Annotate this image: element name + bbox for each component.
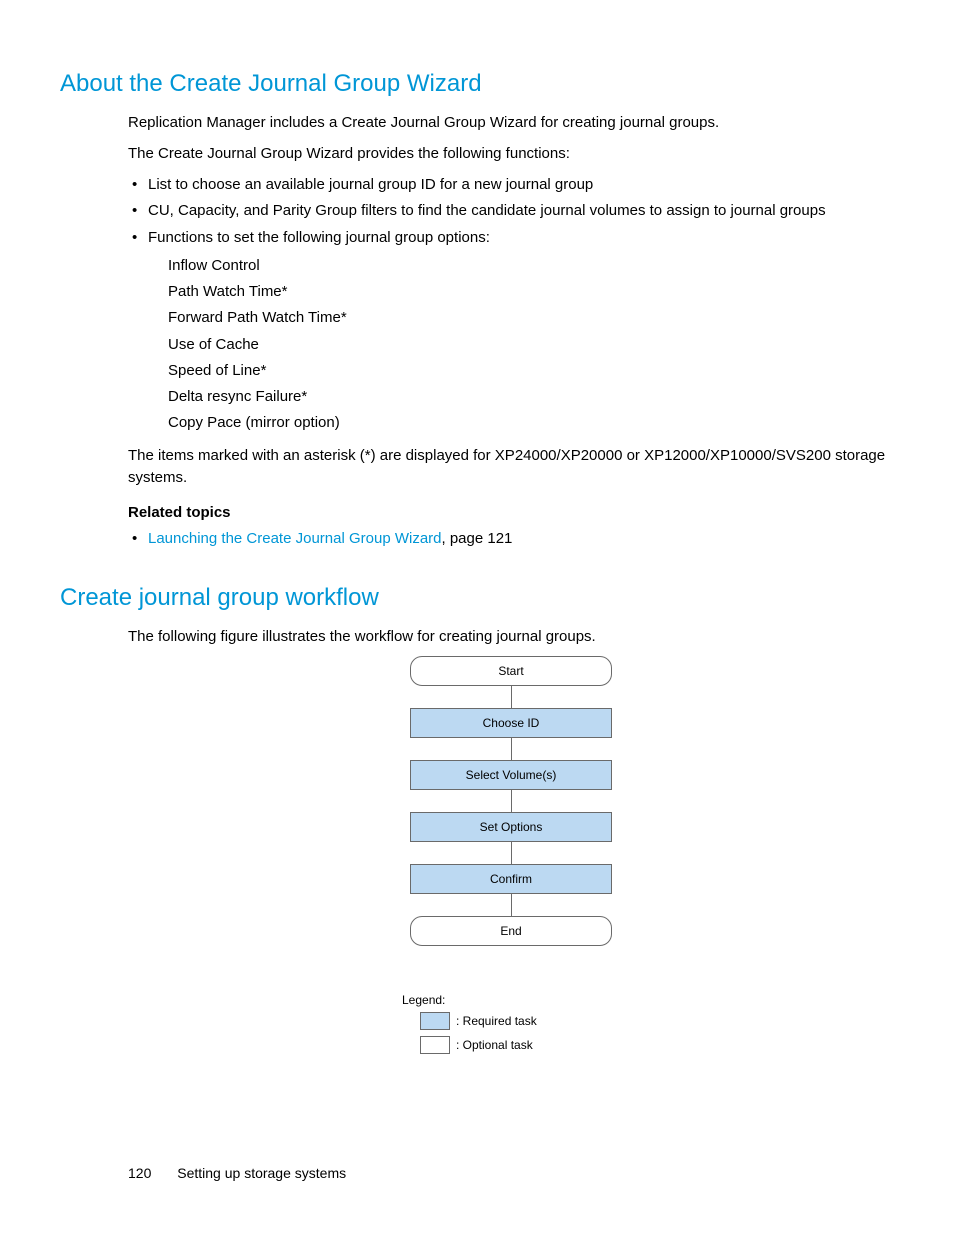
page-number: 120 [128, 1165, 151, 1181]
flow-step-set-options: Set Options [410, 812, 612, 842]
flow-connector [511, 842, 512, 864]
flow-end: End [410, 916, 612, 946]
bullet-item: Functions to set the following journal g… [128, 226, 894, 437]
intro-paragraph-2: The Create Journal Group Wizard provides… [128, 143, 894, 166]
flow-connector [511, 894, 512, 916]
legend-row-required: : Required task [402, 1011, 894, 1031]
flow-step-choose-id: Choose ID [410, 708, 612, 738]
bullet-item: List to choose an available journal grou… [128, 173, 894, 196]
flow-connector [511, 686, 512, 708]
option-item: Path Watch Time* [168, 279, 894, 305]
option-item: Inflow Control [168, 253, 894, 279]
function-bullets: List to choose an available journal grou… [128, 173, 894, 437]
legend-swatch-required [420, 1012, 450, 1030]
intro-paragraph-1: Replication Manager includes a Create Jo… [128, 112, 894, 135]
legend-swatch-optional [420, 1036, 450, 1054]
related-topics-list: Launching the Create Journal Group Wizar… [128, 527, 894, 550]
related-topic-item: Launching the Create Journal Group Wizar… [128, 527, 894, 550]
flow-step-select-volumes: Select Volume(s) [410, 760, 612, 790]
heading-workflow: Create journal group workflow [60, 584, 894, 612]
option-item: Forward Path Watch Time* [168, 305, 894, 331]
related-topic-link[interactable]: Launching the Create Journal Group Wizar… [148, 530, 442, 547]
options-sublist: Inflow Control Path Watch Time* Forward … [168, 253, 894, 437]
flow-connector [511, 738, 512, 760]
workflow-flowchart: Start Choose ID Select Volume(s) Set Opt… [361, 656, 661, 946]
option-item: Copy Pace (mirror option) [168, 410, 894, 436]
option-item: Speed of Line* [168, 358, 894, 384]
related-topics-heading: Related topics [128, 504, 894, 521]
option-item: Delta resync Failure* [168, 384, 894, 410]
asterisk-note: The items marked with an asterisk (*) ar… [128, 445, 894, 490]
footer-section-title: Setting up storage systems [177, 1165, 346, 1181]
flow-start: Start [410, 656, 612, 686]
legend-label-optional: : Optional task [456, 1035, 533, 1055]
flow-connector [511, 790, 512, 812]
legend-row-optional: : Optional task [402, 1035, 894, 1055]
workflow-intro: The following figure illustrates the wor… [128, 626, 894, 649]
flowchart-legend: Legend: : Required task : Optional task [402, 990, 894, 1055]
bullet-item: CU, Capacity, and Parity Group filters t… [128, 199, 894, 222]
section1-body: Replication Manager includes a Create Jo… [128, 112, 894, 550]
page-footer: 120 Setting up storage systems [128, 1165, 346, 1181]
related-topic-suffix: , page 121 [442, 530, 513, 547]
section2-body: The following figure illustrates the wor… [128, 626, 894, 1056]
heading-about-wizard: About the Create Journal Group Wizard [60, 70, 894, 98]
document-page: About the Create Journal Group Wizard Re… [0, 0, 954, 1235]
legend-label-required: : Required task [456, 1011, 537, 1031]
option-item: Use of Cache [168, 332, 894, 358]
flow-step-confirm: Confirm [410, 864, 612, 894]
bullet-text: Functions to set the following journal g… [148, 229, 490, 246]
legend-title: Legend: [402, 990, 894, 1010]
